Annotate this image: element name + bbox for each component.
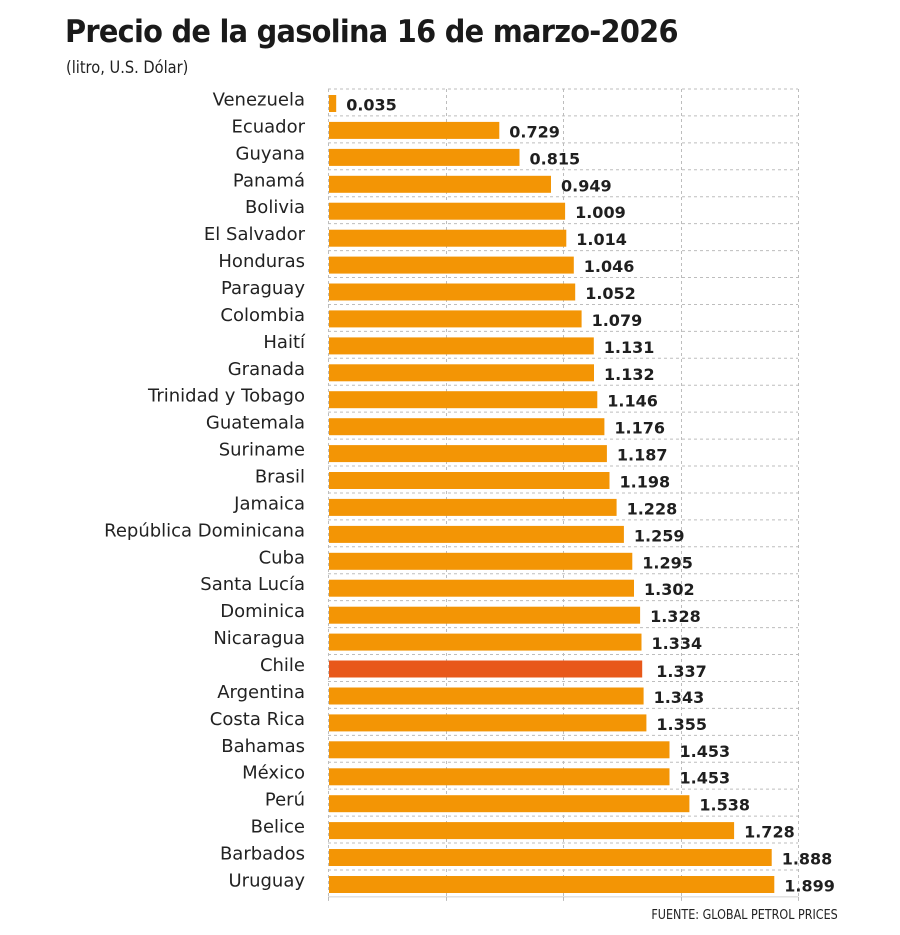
category-label: Paraguay (221, 278, 305, 299)
bar (329, 633, 642, 651)
bar (329, 849, 772, 866)
source-note: FUENTE: GLOBAL PETROL PRICES (651, 908, 838, 923)
category-label: República Dominicana (104, 520, 305, 541)
category-label: Panamá (233, 170, 305, 191)
bar (329, 579, 634, 597)
bar (329, 741, 670, 759)
bar (329, 525, 624, 543)
gridlines (328, 88, 799, 901)
category-label: Argentina (217, 682, 305, 703)
category-label: Honduras (218, 251, 305, 272)
bar (329, 418, 605, 436)
bar (329, 121, 500, 139)
bar (329, 876, 775, 893)
category-label: Barbados (220, 844, 305, 865)
value-label: 1.187 (617, 446, 668, 465)
bar (329, 768, 670, 786)
value-label: 1.328 (650, 607, 701, 626)
category-label: Chile (260, 655, 305, 676)
bar (329, 229, 567, 247)
category-label: Perú (265, 790, 305, 811)
category-label: Guyana (236, 143, 305, 164)
value-label: 1.728 (744, 823, 795, 842)
category-label: Dominica (220, 601, 305, 622)
bar (329, 256, 574, 274)
category-label: Guatemala (206, 413, 305, 434)
category-label: Haití (263, 332, 306, 353)
category-label: Trinidad y Tobago (147, 386, 305, 407)
category-label: Nicaragua (213, 628, 305, 649)
value-label-highlight: 1.337 (656, 662, 707, 681)
chart-title: Precio de la gasolina 16 de marzo-2026 (65, 14, 679, 50)
value-label: 1.259 (634, 526, 685, 545)
category-label: México (242, 763, 305, 784)
bar (329, 498, 617, 516)
category-label: Bolivia (245, 197, 305, 218)
value-label: 1.132 (604, 365, 655, 384)
value-label: 1.453 (680, 769, 731, 788)
value-label: 1.453 (680, 742, 731, 761)
bar (329, 687, 644, 705)
bar (329, 445, 607, 463)
value-label: 1.355 (656, 715, 707, 734)
bar-highlight (329, 660, 643, 678)
value-label: 1.046 (584, 257, 635, 276)
value-label: 1.009 (575, 203, 626, 222)
category-label: Venezuela (213, 90, 305, 111)
category-label: Santa Lucía (200, 574, 305, 595)
bar (329, 202, 566, 220)
bar (329, 552, 633, 570)
value-label: 1.302 (644, 580, 695, 599)
category-labels: Venezuela Ecuador Guyana Panamá Bolivia El Sa… (104, 90, 306, 892)
bar (329, 310, 582, 328)
value-label: 0.949 (561, 176, 612, 195)
value-label: 1.343 (654, 688, 705, 707)
value-label: 1.052 (585, 284, 636, 303)
value-label: 1.198 (620, 473, 671, 492)
category-label: Cuba (259, 547, 305, 568)
value-label: 1.014 (576, 230, 627, 249)
value-label: 1.131 (604, 338, 655, 357)
category-label: El Salvador (204, 224, 306, 245)
bars (329, 95, 775, 893)
bar (329, 714, 647, 732)
value-label: 1.176 (614, 419, 665, 438)
value-label: 1.146 (607, 392, 658, 411)
value-label: 0.815 (530, 149, 581, 168)
bar (329, 364, 594, 382)
value-label: 1.079 (592, 311, 643, 330)
bar (329, 175, 551, 193)
bar (329, 391, 598, 409)
value-label: 1.295 (642, 553, 693, 572)
value-label: 1.334 (652, 634, 703, 653)
category-label: Jamaica (233, 493, 305, 514)
category-label: Suriname (219, 440, 305, 461)
bar (329, 148, 520, 166)
value-labels: 0.035 0.729 0.815 0.949 1.009 1.014 1.046 1.052… (346, 96, 835, 896)
category-label: Uruguay (229, 870, 306, 891)
value-label: 0.729 (509, 122, 560, 141)
value-label: 1.899 (784, 876, 835, 895)
category-label: Ecuador (231, 116, 305, 137)
category-label: Brasil (255, 467, 305, 488)
bar (329, 822, 735, 840)
bar (329, 795, 690, 813)
bar (329, 95, 337, 112)
chart-subtitle: (litro, U.S. Dólar) (66, 58, 189, 78)
category-label: Belice (251, 817, 305, 838)
value-label: 1.538 (699, 796, 750, 815)
value-label: 0.035 (346, 96, 397, 115)
value-label: 1.228 (627, 499, 678, 518)
category-label: Colombia (220, 305, 305, 326)
value-label: 1.888 (782, 850, 833, 869)
bar (329, 337, 594, 355)
bar (329, 606, 641, 624)
category-label: Bahamas (221, 736, 305, 757)
category-label: Granada (228, 359, 305, 380)
bar (329, 472, 610, 489)
category-label: Costa Rica (210, 709, 305, 730)
bar (329, 283, 576, 301)
